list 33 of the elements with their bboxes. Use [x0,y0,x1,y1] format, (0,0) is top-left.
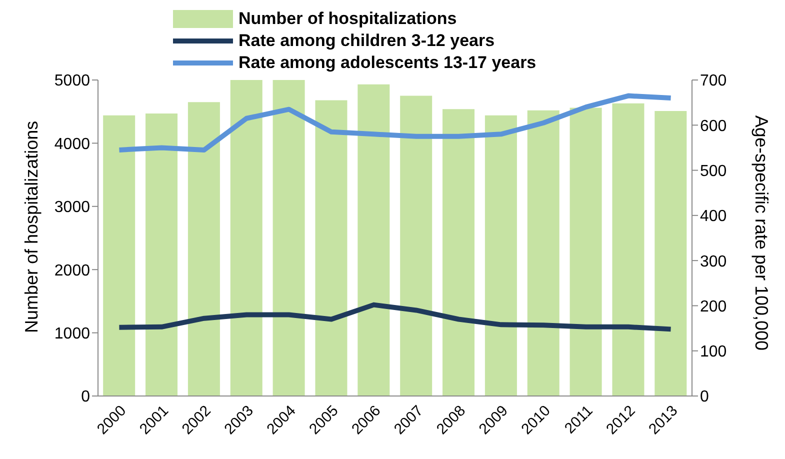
bar [442,109,475,396]
bar [654,110,687,396]
y-tick-label: 0 [81,388,90,406]
bar [570,108,602,396]
legend-label: Rate among adolescents 13-17 years [238,52,536,74]
bar [230,80,262,396]
y2-axis-title: Age-specific rate per 100,000 [752,115,772,351]
y2-tick-label: 700 [700,72,727,90]
y2-tick-label: 200 [700,298,727,316]
bar [400,96,432,396]
y2-tick-label: 0 [700,388,709,406]
y-tick-label: 5000 [54,72,90,90]
y-tick-label: 4000 [54,136,90,153]
legend-label: Rate among children 3-12 years [238,30,495,52]
y2-tick-label: 500 [700,162,727,180]
y-tick-label: 2000 [54,262,90,280]
bar [103,115,136,396]
y2-tick-label: 100 [700,344,727,361]
bar [146,113,178,396]
bar [188,102,220,396]
bar [315,100,348,396]
y2-tick-label: 400 [700,208,727,226]
y-axis-title: Number of hospitalizations [21,120,42,333]
bar [272,80,305,396]
bar [484,115,517,396]
y2-tick-label: 600 [700,118,727,135]
y2-tick-label: 300 [700,253,727,270]
bar [358,84,390,396]
bar [612,103,644,396]
bar [527,110,560,396]
y-tick-label: 1000 [54,325,90,342]
y-tick-label: 3000 [54,199,90,216]
legend-label: Number of hospitalizations [238,8,457,30]
